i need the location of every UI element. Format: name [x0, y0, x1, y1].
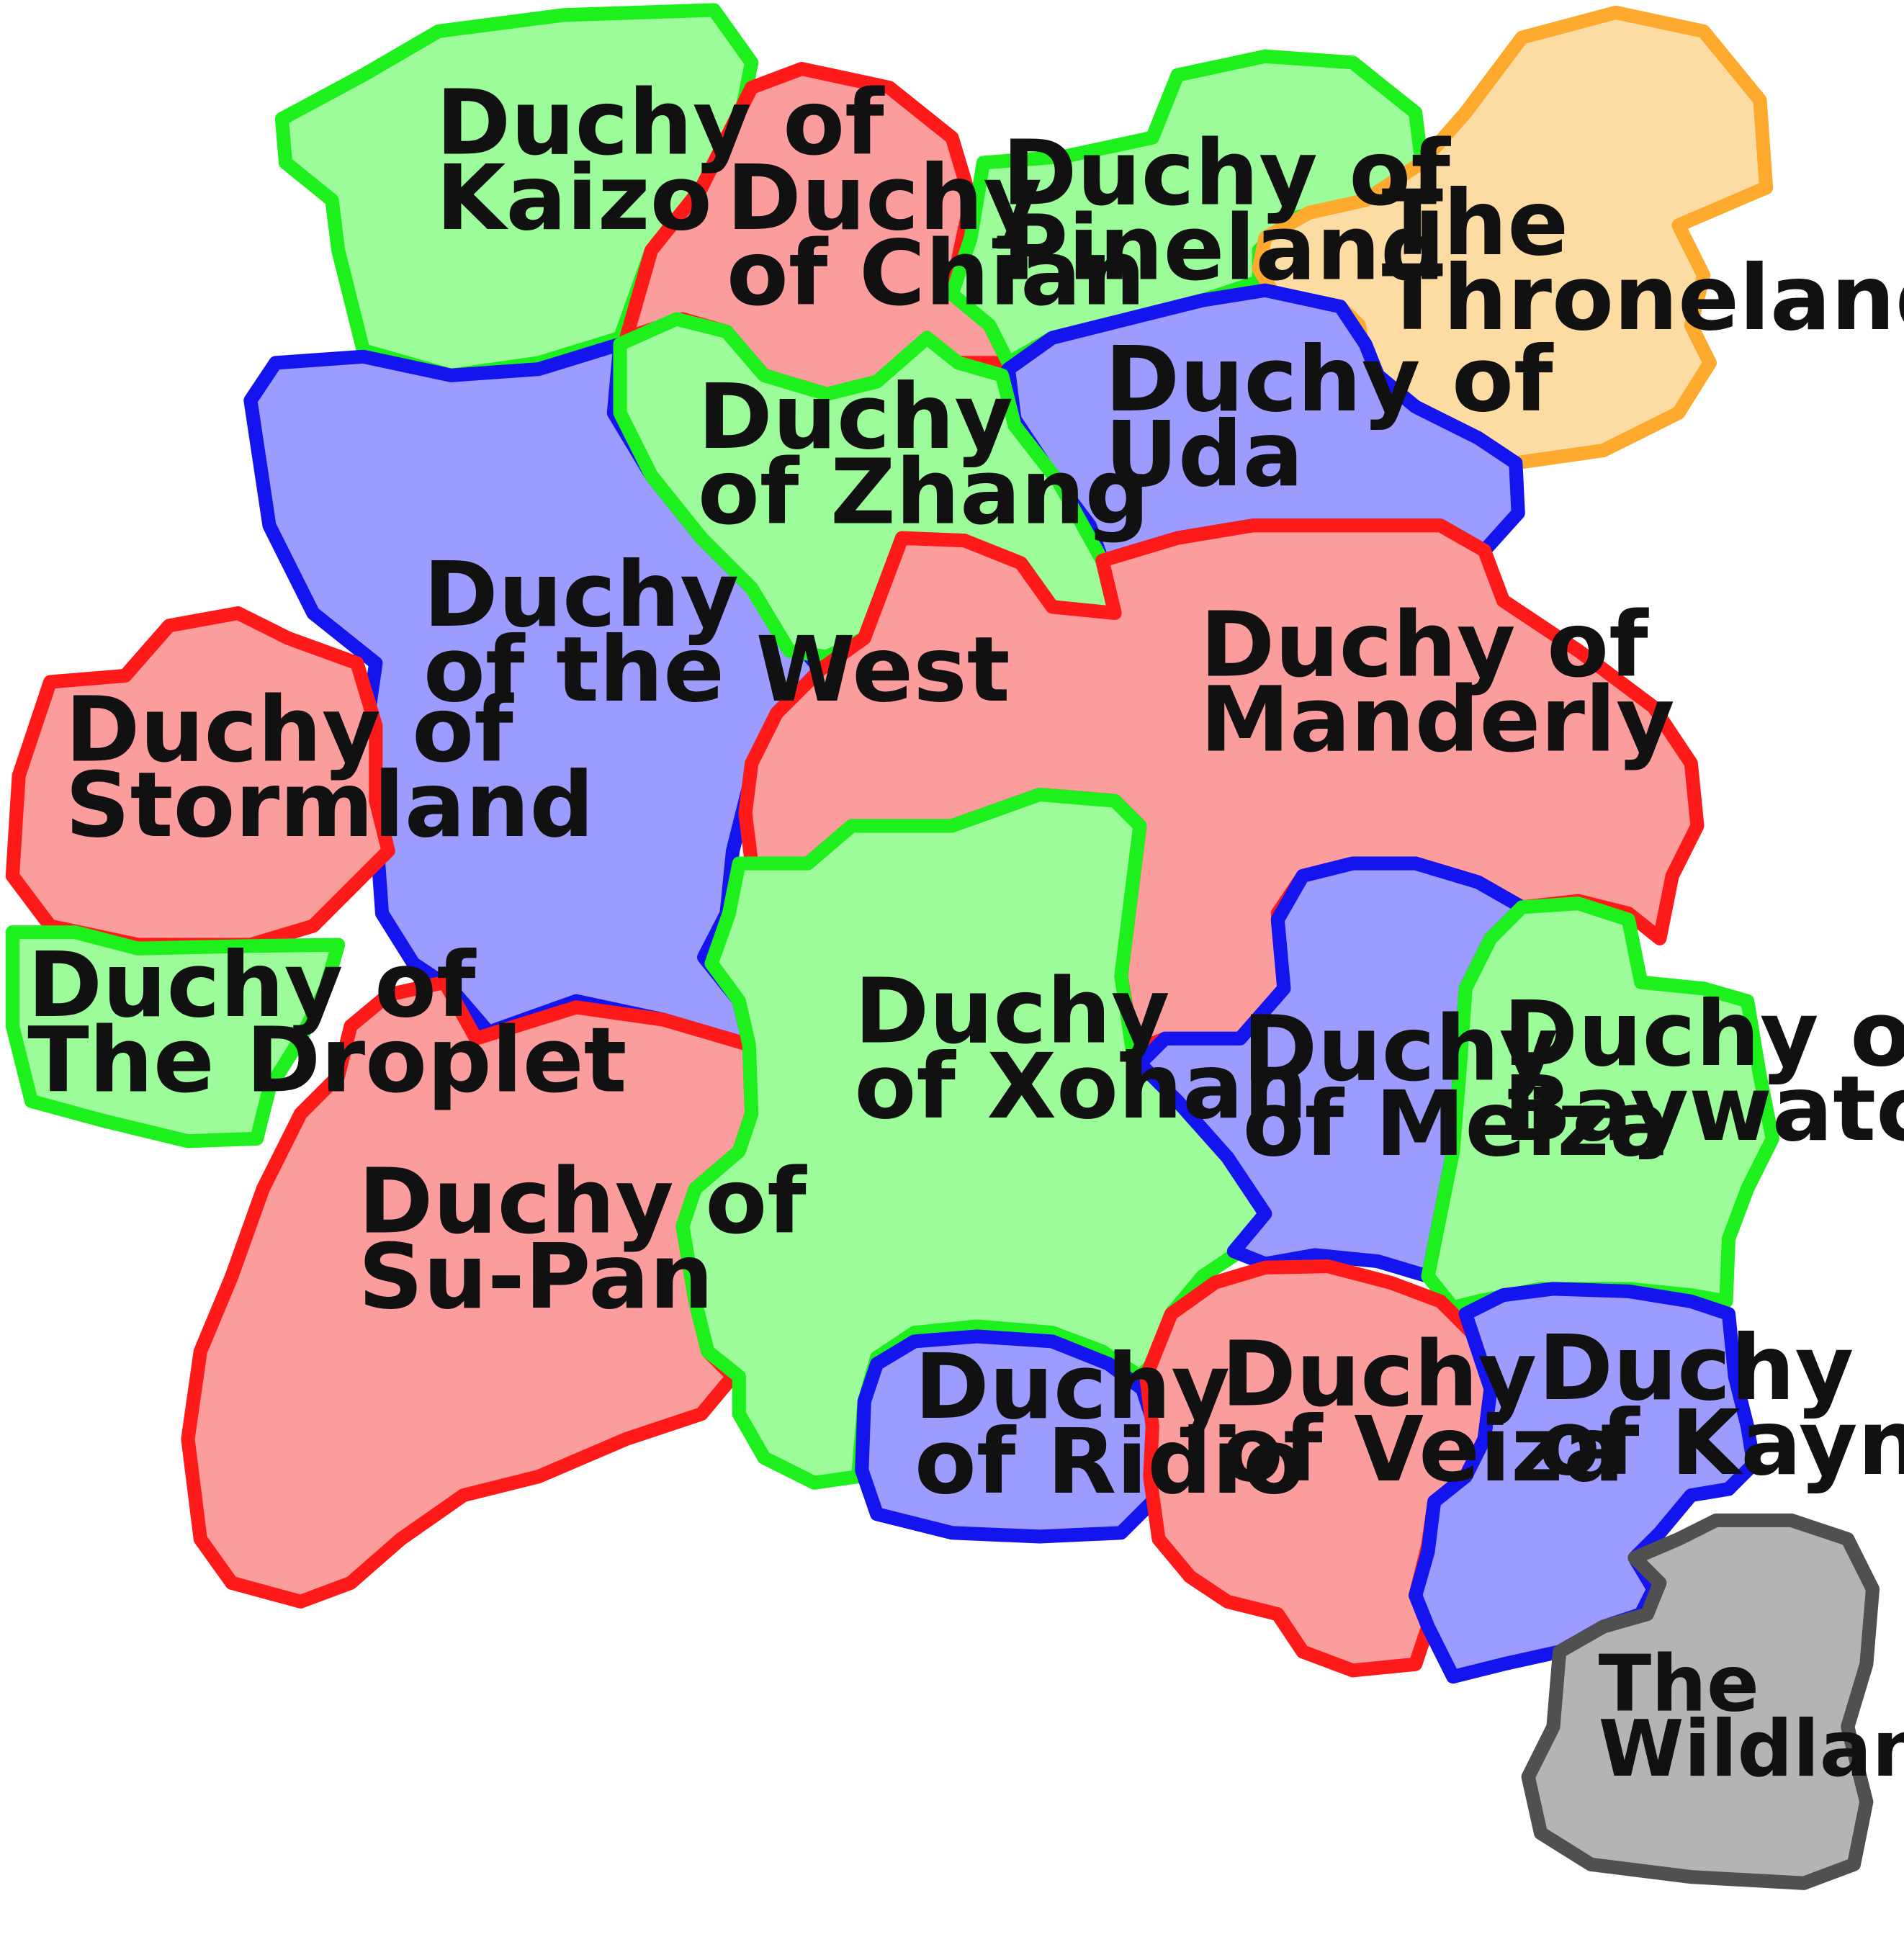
region-wildlands[interactable]: [1521, 1513, 1880, 1890]
label-kaizo: Duchy of Kaizo: [436, 71, 885, 251]
label-wildlands: TheWildlands: [1599, 1640, 1904, 1794]
label-droplet: Duchy of The Droplet: [27, 932, 627, 1112]
region-xohan[interactable]: [675, 787, 1272, 1490]
label-manderly: Duchy of Manderly: [1200, 592, 1674, 772]
label-baywatch: Duchy ofBaywatch: [1503, 981, 1904, 1161]
label-ridio: Duchy of Ridio: [915, 1334, 1305, 1514]
label-veiza: Duchy of Veiza: [1221, 1322, 1624, 1502]
labels: Duchy of Kaizo Duchy of Chian Duchy of Pine…: [27, 71, 1904, 1794]
label-chian: Duchy of Chian: [727, 145, 1146, 325]
label-kayn: Duchy of Kayn: [1538, 1316, 1904, 1496]
label-meiza: Duchy of Meiza: [1243, 997, 1671, 1177]
label-west: Duchy of the West: [423, 542, 1010, 722]
region-stormland[interactable]: [5, 606, 395, 952]
label-pineland: Duchy of Pineland: [1002, 120, 1452, 300]
label-stormland: Duchy of Stormland: [65, 678, 594, 858]
label-xohan: Duchy of Xohan: [854, 959, 1308, 1139]
region-droplet[interactable]: [5, 925, 346, 1148]
region-meiza[interactable]: [1133, 856, 1530, 1284]
label-zhang: Duchy of Zhang: [698, 364, 1149, 544]
label-thronelands: TheThronelands: [1382, 171, 1904, 351]
label-supan: Duchy of Su-Pan: [358, 1149, 807, 1329]
label-uda: Duchy of Uda: [1105, 327, 1554, 507]
